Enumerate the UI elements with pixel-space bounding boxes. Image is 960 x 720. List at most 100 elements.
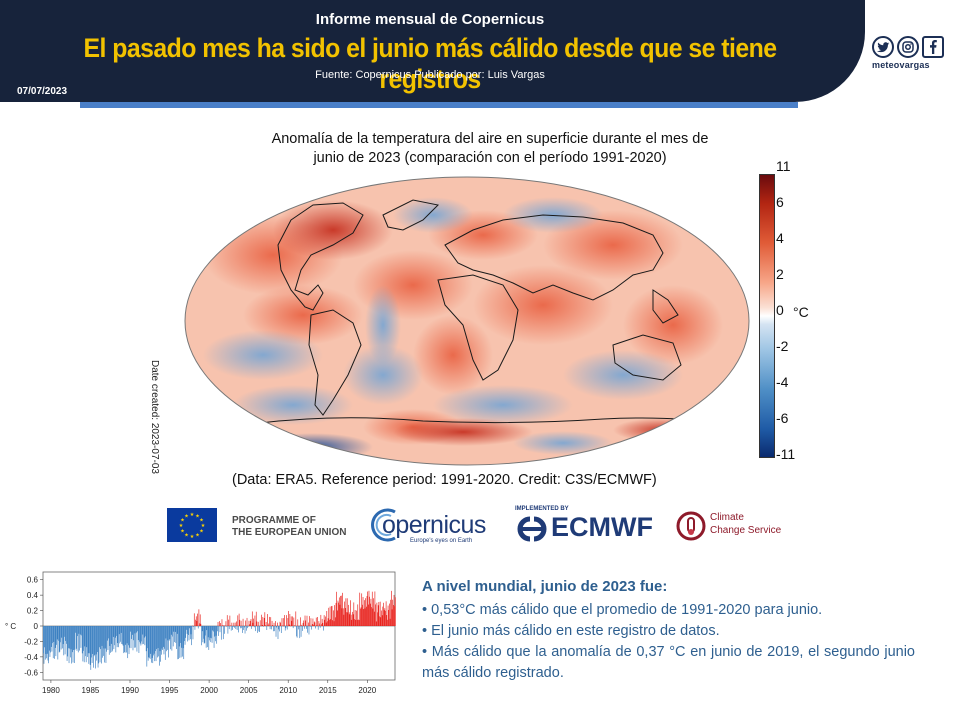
chart-bar (186, 626, 188, 634)
chart-bar (99, 626, 101, 663)
colorbar-tick: 11 (776, 158, 791, 174)
chart-bar (203, 626, 204, 639)
chart-bar (242, 626, 243, 633)
chart-bar (151, 626, 153, 658)
chart-bar (336, 591, 337, 626)
chart-bar (189, 626, 190, 629)
chart-bar (223, 625, 225, 626)
chart-bar (288, 610, 289, 626)
chart-bar (275, 621, 276, 626)
chart-bar (99, 626, 100, 648)
chart-bar (120, 626, 121, 642)
chart-bar (200, 623, 202, 626)
twitter-icon[interactable] (872, 36, 894, 58)
chart-bar (89, 626, 91, 665)
eu-star: ★ (184, 533, 189, 539)
chart-bar (128, 626, 129, 646)
chart-bar (113, 626, 115, 650)
chart-bar (218, 626, 219, 636)
chart-bar (292, 626, 294, 629)
chart-bar (189, 626, 191, 640)
chart-bar (164, 626, 166, 660)
chart-bar (272, 625, 274, 626)
chart-bar (262, 616, 264, 626)
chart-bar (395, 597, 396, 626)
chart-bar (258, 626, 260, 632)
chart-bar (394, 606, 395, 626)
chart-bar (239, 619, 241, 626)
chart-bar (206, 626, 208, 631)
chart-bar (54, 626, 56, 648)
chart-bar (195, 616, 197, 626)
chart-bar (215, 626, 217, 636)
chart-bar (257, 626, 258, 633)
chart-bar (244, 626, 245, 628)
instagram-icon[interactable] (897, 36, 919, 58)
chart-bar (89, 626, 90, 654)
chart-bar (141, 626, 142, 642)
chart-bar (85, 626, 87, 663)
chart-bar (220, 626, 222, 640)
chart-bar (184, 626, 185, 641)
chart-bar (389, 603, 390, 626)
header-accent-bar (80, 102, 798, 108)
chart-bar (278, 626, 279, 630)
chart-bar (61, 626, 63, 638)
chart-bar (127, 626, 129, 659)
y-axis-label: ° C (5, 622, 16, 631)
chart-bar (290, 625, 291, 627)
chart-bar (154, 626, 156, 662)
chart-bar (364, 608, 366, 626)
chart-bar (357, 604, 359, 626)
chart-bar (199, 614, 201, 626)
chart-bar (345, 598, 347, 626)
chart-bar (123, 626, 125, 654)
chart-bar (44, 626, 45, 648)
chart-bar (43, 626, 44, 654)
chart-bar (226, 626, 227, 627)
chart-bar (287, 618, 289, 626)
chart-bar (387, 619, 388, 626)
chart-bar (304, 626, 305, 629)
chart-bar (162, 626, 164, 647)
chart-bar (370, 598, 372, 626)
chart-bar (368, 590, 370, 626)
info-item: • El junio más cálido en este registro d… (422, 623, 720, 639)
eu-star: ★ (195, 533, 200, 539)
chart-bar (116, 626, 118, 648)
chart-bar (225, 621, 227, 626)
chart-bar (325, 622, 327, 626)
chart-bar (252, 622, 254, 626)
chart-bar (379, 601, 381, 626)
chart-bar (380, 617, 382, 626)
chart-bar (159, 626, 160, 666)
chart-bar (358, 619, 359, 626)
chart-bar (327, 621, 328, 626)
chart-bar (48, 626, 50, 651)
facebook-icon[interactable] (922, 36, 944, 58)
chart-bar (224, 625, 226, 627)
chart-bar (224, 626, 225, 634)
chart-bar (362, 604, 363, 626)
chart-bar (234, 626, 235, 628)
chart-bar (62, 626, 64, 645)
chart-bar (378, 602, 380, 626)
chart-bar (80, 626, 82, 648)
chart-bar (178, 626, 180, 647)
chart-bar (209, 626, 211, 638)
chart-bar (43, 626, 45, 664)
chart-bar (82, 626, 84, 662)
chart-bar (110, 626, 111, 653)
chart-bar (236, 621, 237, 626)
chart-bar (124, 626, 126, 653)
chart-bar (101, 626, 102, 664)
chart-bar (231, 622, 233, 626)
chart-bar (182, 626, 183, 657)
chart-bar (93, 626, 95, 657)
chart-bar (219, 621, 220, 626)
chart-bar (284, 615, 285, 626)
chart-bar (139, 626, 141, 644)
chart-bar (354, 619, 355, 626)
colorbar-tick: 6 (776, 194, 784, 210)
chart-bar (78, 626, 80, 634)
